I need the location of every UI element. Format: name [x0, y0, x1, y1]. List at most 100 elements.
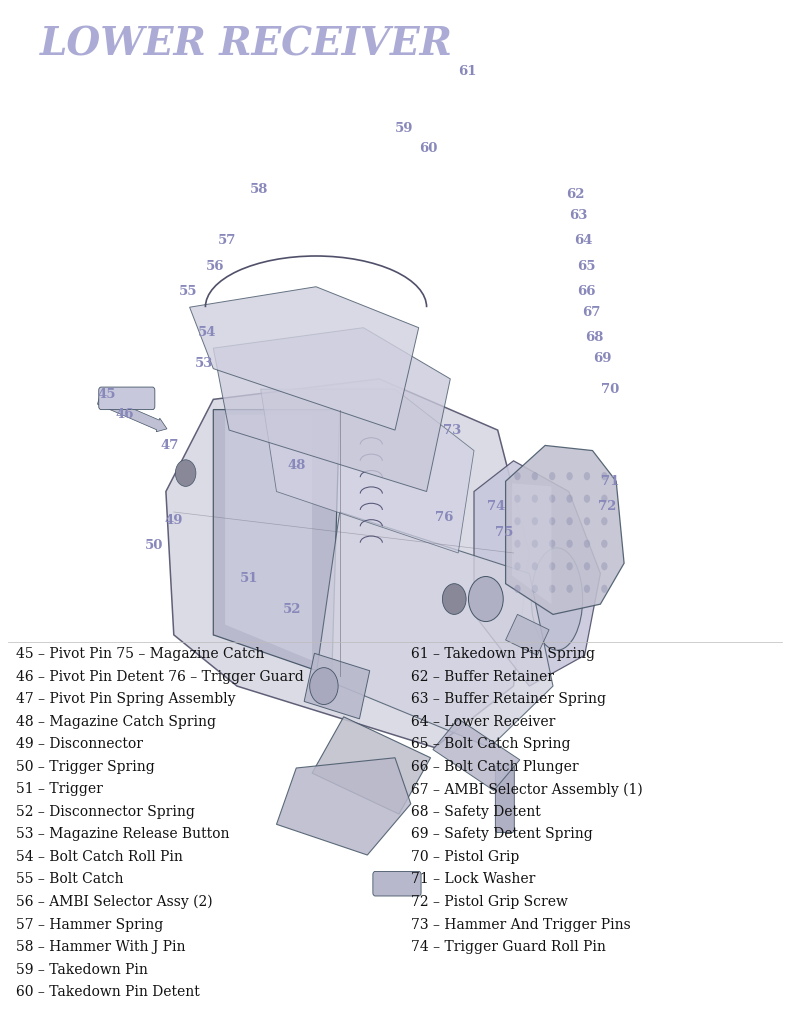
- Text: 68: 68: [585, 332, 604, 344]
- Circle shape: [514, 472, 521, 480]
- Text: 62 – Buffer Retainer: 62 – Buffer Retainer: [411, 670, 554, 684]
- Text: 57: 57: [218, 234, 237, 247]
- Text: LOWER RECEIVER: LOWER RECEIVER: [40, 26, 453, 63]
- Text: 47 – Pivot Pin Spring Assembly: 47 – Pivot Pin Spring Assembly: [16, 692, 235, 707]
- Text: 69: 69: [592, 352, 611, 365]
- Circle shape: [514, 517, 521, 525]
- FancyArrow shape: [97, 394, 167, 432]
- Text: 46 – Pivot Pin Detent 76 – Trigger Guard: 46 – Pivot Pin Detent 76 – Trigger Guard: [16, 670, 303, 684]
- Polygon shape: [512, 483, 551, 604]
- Polygon shape: [190, 287, 419, 430]
- Circle shape: [601, 472, 608, 480]
- Text: 65 – Bolt Catch Spring: 65 – Bolt Catch Spring: [411, 737, 570, 752]
- Polygon shape: [225, 415, 312, 660]
- Circle shape: [549, 472, 555, 480]
- Circle shape: [584, 585, 590, 593]
- Text: 75: 75: [495, 526, 514, 539]
- Text: 52: 52: [283, 603, 302, 615]
- Text: 58 – Hammer With J Pin: 58 – Hammer With J Pin: [16, 940, 186, 954]
- Text: 56: 56: [205, 260, 224, 272]
- Circle shape: [532, 517, 538, 525]
- Circle shape: [532, 495, 538, 503]
- Circle shape: [514, 562, 521, 570]
- Circle shape: [601, 585, 608, 593]
- Polygon shape: [506, 614, 549, 655]
- Circle shape: [514, 585, 521, 593]
- Text: 49: 49: [164, 514, 183, 526]
- Circle shape: [584, 517, 590, 525]
- Circle shape: [566, 562, 573, 570]
- Text: 53: 53: [194, 357, 213, 370]
- Text: 56 – AMBI Selector Assy (2): 56 – AMBI Selector Assy (2): [16, 895, 213, 909]
- Text: 59: 59: [395, 122, 414, 134]
- Circle shape: [584, 540, 590, 548]
- Text: 55: 55: [179, 286, 198, 298]
- Circle shape: [514, 540, 521, 548]
- Polygon shape: [304, 653, 370, 719]
- Text: 64: 64: [574, 234, 592, 247]
- Text: 46: 46: [115, 409, 134, 421]
- Polygon shape: [166, 379, 529, 748]
- Circle shape: [584, 495, 590, 503]
- Circle shape: [601, 562, 608, 570]
- Text: 53 – Magazine Release Button: 53 – Magazine Release Button: [16, 827, 229, 842]
- Text: 69 – Safety Detent Spring: 69 – Safety Detent Spring: [411, 827, 592, 842]
- Circle shape: [584, 472, 590, 480]
- Circle shape: [549, 517, 555, 525]
- Text: 60 – Takedown Pin Detent: 60 – Takedown Pin Detent: [16, 985, 200, 999]
- Text: 71: 71: [600, 475, 619, 487]
- Text: 58: 58: [250, 183, 269, 196]
- FancyBboxPatch shape: [373, 871, 421, 896]
- Circle shape: [601, 517, 608, 525]
- Polygon shape: [213, 410, 340, 676]
- Text: 50 – Trigger Spring: 50 – Trigger Spring: [16, 760, 155, 774]
- Circle shape: [566, 517, 573, 525]
- Text: 66: 66: [577, 286, 596, 298]
- Circle shape: [549, 585, 555, 593]
- Circle shape: [468, 577, 503, 622]
- Text: 45: 45: [97, 388, 116, 400]
- Text: 48: 48: [287, 460, 306, 472]
- Polygon shape: [506, 445, 624, 614]
- Circle shape: [549, 540, 555, 548]
- Circle shape: [601, 495, 608, 503]
- Circle shape: [549, 495, 555, 503]
- Text: 63 – Buffer Retainer Spring: 63 – Buffer Retainer Spring: [411, 692, 606, 707]
- Circle shape: [532, 585, 538, 593]
- Circle shape: [175, 460, 196, 486]
- Text: 54: 54: [198, 327, 216, 339]
- Text: 70 – Pistol Grip: 70 – Pistol Grip: [411, 850, 519, 864]
- Text: 51: 51: [239, 572, 258, 585]
- Text: 50: 50: [145, 540, 164, 552]
- Text: 65: 65: [577, 260, 596, 272]
- Text: 66 – Bolt Catch Plunger: 66 – Bolt Catch Plunger: [411, 760, 578, 774]
- Text: 74: 74: [487, 501, 506, 513]
- Text: 54 – Bolt Catch Roll Pin: 54 – Bolt Catch Roll Pin: [16, 850, 182, 864]
- Text: 64 – Lower Receiver: 64 – Lower Receiver: [411, 715, 555, 729]
- Circle shape: [584, 562, 590, 570]
- Text: 71 – Lock Washer: 71 – Lock Washer: [411, 872, 535, 887]
- Polygon shape: [213, 328, 450, 492]
- Text: 67 – AMBI Selector Assembly (1): 67 – AMBI Selector Assembly (1): [411, 782, 642, 797]
- Polygon shape: [474, 461, 600, 686]
- Circle shape: [566, 495, 573, 503]
- Text: 55 – Bolt Catch: 55 – Bolt Catch: [16, 872, 123, 887]
- Text: 63: 63: [569, 209, 588, 221]
- Text: 45 – Pivot Pin 75 – Magazine Catch: 45 – Pivot Pin 75 – Magazine Catch: [16, 647, 264, 662]
- Circle shape: [566, 472, 573, 480]
- Polygon shape: [312, 717, 431, 814]
- Circle shape: [532, 562, 538, 570]
- Circle shape: [442, 584, 466, 614]
- Text: 49 – Disconnector: 49 – Disconnector: [16, 737, 143, 752]
- Circle shape: [532, 540, 538, 548]
- Polygon shape: [276, 758, 411, 855]
- Text: 61 – Takedown Pin Spring: 61 – Takedown Pin Spring: [411, 647, 595, 662]
- Text: 47: 47: [160, 439, 179, 452]
- Polygon shape: [316, 512, 553, 748]
- Circle shape: [566, 540, 573, 548]
- Circle shape: [532, 472, 538, 480]
- Polygon shape: [433, 719, 520, 791]
- Text: 61: 61: [458, 66, 477, 78]
- FancyBboxPatch shape: [99, 387, 155, 410]
- Circle shape: [514, 495, 521, 503]
